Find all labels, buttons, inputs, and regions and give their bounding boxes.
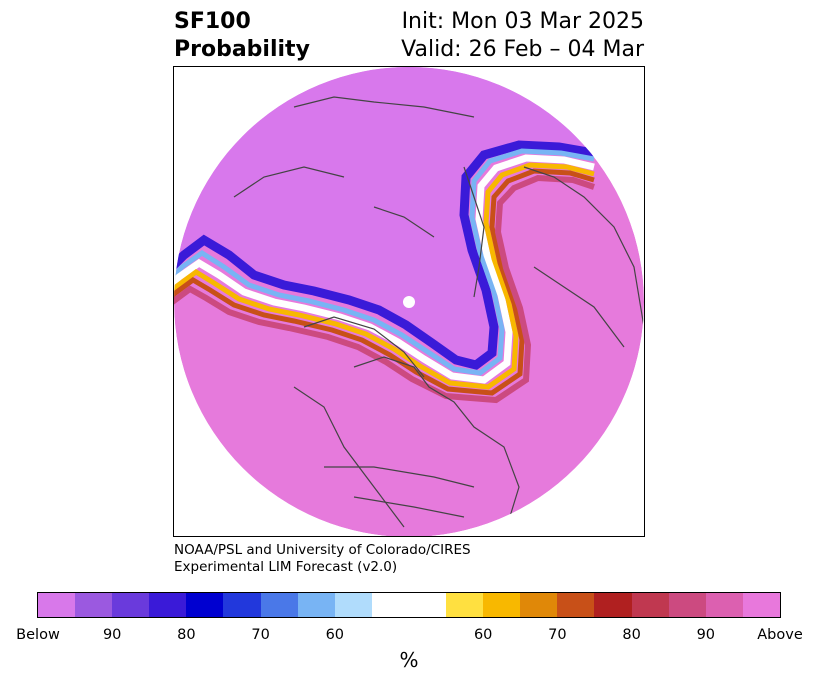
map-title-variable: SF100 Probability [174, 8, 310, 64]
colorbar-swatch [112, 593, 150, 617]
transition-band [174, 140, 595, 370]
colorbar-tick-label: Above [757, 627, 803, 643]
colorbar-swatch [446, 593, 484, 617]
colorbar-swatch [371, 593, 409, 617]
credit-line2: Experimental LIM Forecast (v2.0) [174, 559, 398, 575]
colorbar-tick-label: 70 [548, 627, 567, 643]
colorbar-swatch [705, 593, 743, 617]
map-title-dates: Init: Mon 03 Mar 2025 Valid: 26 Feb – 04… [401, 8, 644, 64]
colorbar-swatch [223, 593, 261, 617]
colorbar-swatch [260, 593, 298, 617]
colorbar-swatch [631, 593, 669, 617]
colorbar-tick-label: 90 [102, 627, 122, 643]
colorbar-swatch [149, 593, 187, 617]
colorbar-units-label: % [399, 648, 419, 672]
colorbar-swatch [334, 593, 372, 617]
colorbar-tick-label: 80 [622, 627, 641, 643]
colorbar-tick-label: 60 [473, 627, 493, 643]
init-date-label: Init: Mon 03 Mar 2025 [401, 9, 644, 34]
colorbar-swatch [75, 593, 113, 617]
colorbar-swatch [668, 593, 706, 617]
valid-date-label: Valid: 26 Feb – 04 Mar [401, 37, 644, 62]
polar-map-svg [174, 67, 644, 536]
colorbar-swatch [594, 593, 632, 617]
colorbar-tick-label: 70 [251, 627, 270, 643]
colorbar-tick-label: 80 [177, 627, 196, 643]
polar-map [173, 66, 645, 537]
colorbar-tick-label: 60 [325, 627, 345, 643]
colorbar-swatch [557, 593, 595, 617]
colorbar [37, 592, 781, 618]
globe [174, 67, 644, 536]
colorbar-swatch [742, 593, 780, 617]
colorbar-swatch [408, 593, 447, 617]
colorbar-tick-label: Below [16, 627, 60, 643]
colorbar-swatch [483, 593, 521, 617]
credit-line1: NOAA/PSL and University of Colorado/CIRE… [174, 542, 471, 558]
title-line1-left: SF100 [174, 9, 251, 34]
colorbar-swatch [520, 593, 558, 617]
below-region [174, 67, 644, 367]
colorbar-tick-label: 90 [696, 627, 716, 643]
colorbar-swatch [297, 593, 335, 617]
credit-text: NOAA/PSL and University of Colorado/CIRE… [174, 542, 471, 576]
colorbar-swatch [186, 593, 224, 617]
title-line2-left: Probability [174, 37, 310, 62]
colorbar-swatch [38, 593, 76, 617]
coastlines [233, 96, 644, 536]
pole-dot [403, 296, 415, 308]
